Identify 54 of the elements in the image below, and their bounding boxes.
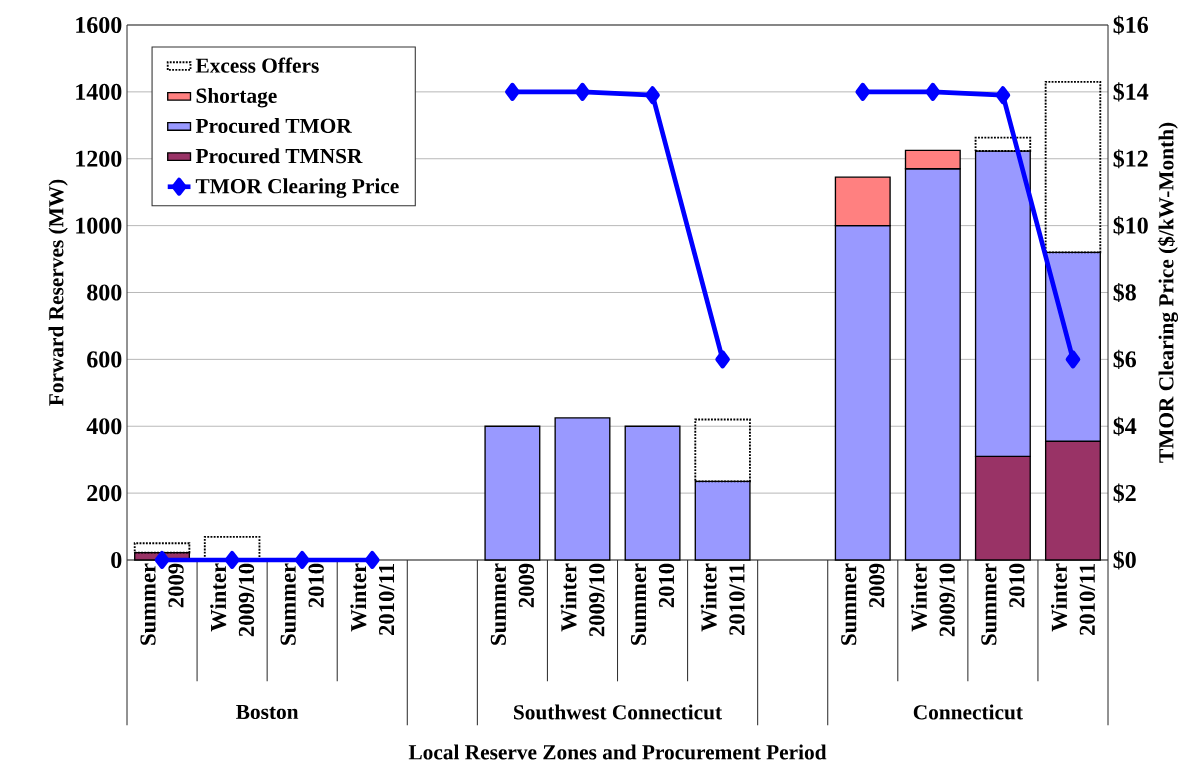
y-tick-label: 1200 [76, 150, 122, 167]
y2-tick-label: $16 [1113, 15, 1149, 35]
legend-label: Procured TMOR [195, 118, 352, 134]
x-tick-label: Winter 2009/10 [910, 563, 955, 637]
x-tick-label: Summer 2010 [630, 563, 675, 645]
y-tick-label: 1600 [76, 16, 122, 34]
bar [484, 425, 541, 561]
point [925, 82, 941, 101]
legend-label: Procured TMNSR [195, 148, 363, 164]
legend-label: Shortage [196, 87, 277, 108]
legend-label: Excess Offers [195, 57, 319, 73]
point [154, 550, 170, 569]
y2-tick-label: $8 [1113, 282, 1136, 303]
point [645, 86, 660, 105]
point [715, 350, 730, 369]
y2-tick-label: $4 [1113, 416, 1137, 436]
bar [624, 425, 681, 561]
y2-tick-label: $2 [1113, 483, 1136, 503]
y-tick-label: 1000 [76, 217, 122, 234]
point [505, 82, 520, 101]
x-axis-title: Local Reserve Zones and Procurement Period [408, 744, 827, 760]
text: Southwest Connecticut [514, 704, 722, 720]
x-tick-label: Summer 2009 [490, 563, 535, 645]
y2-tick-label: $0 [1113, 550, 1136, 570]
x-tick-label: Winter 2010/11 [1051, 563, 1095, 636]
y2-tick-label: $6 [1113, 349, 1137, 369]
x-tick-label: Summer 2009 [140, 563, 184, 645]
y-axis-title: Forward Reserves (MW) [48, 179, 68, 406]
x-tick-label: Summer 2009 [841, 563, 885, 645]
y2-tick-label: $14 [1113, 82, 1149, 102]
x-tick-label: Winter 2009/10 [210, 563, 255, 637]
text: Connecticut [913, 704, 1023, 720]
point [575, 82, 590, 101]
y2-axis-title: TMOR Clearing Price ($/kW-Month) [1157, 122, 1179, 463]
bar [554, 417, 611, 561]
x-tick-label: Winter 2010/11 [700, 563, 745, 636]
x-tick-label: Winter 2009/10 [560, 563, 605, 637]
point [294, 550, 310, 569]
x-tick-label: Winter 2010/11 [350, 563, 395, 636]
y-tick-label: 600 [87, 351, 122, 368]
point [855, 82, 871, 101]
y-tick-label: 400 [86, 418, 122, 435]
text: Boston [236, 704, 299, 720]
point [995, 86, 1011, 105]
legend-label: TMOR Clearing Price [195, 178, 399, 198]
y2-tick-label: $10 [1113, 216, 1148, 236]
y-tick-label: 800 [87, 284, 122, 301]
y-tick-label: 0 [111, 551, 122, 569]
x-tick-label: Summer 2010 [981, 563, 1025, 645]
x-tick-label: Summer 2010 [280, 563, 324, 645]
y2-tick-label: $12 [1113, 149, 1148, 169]
y-tick-label: 200 [87, 485, 122, 502]
y-tick-label: 1400 [76, 83, 122, 100]
point [1065, 350, 1081, 369]
